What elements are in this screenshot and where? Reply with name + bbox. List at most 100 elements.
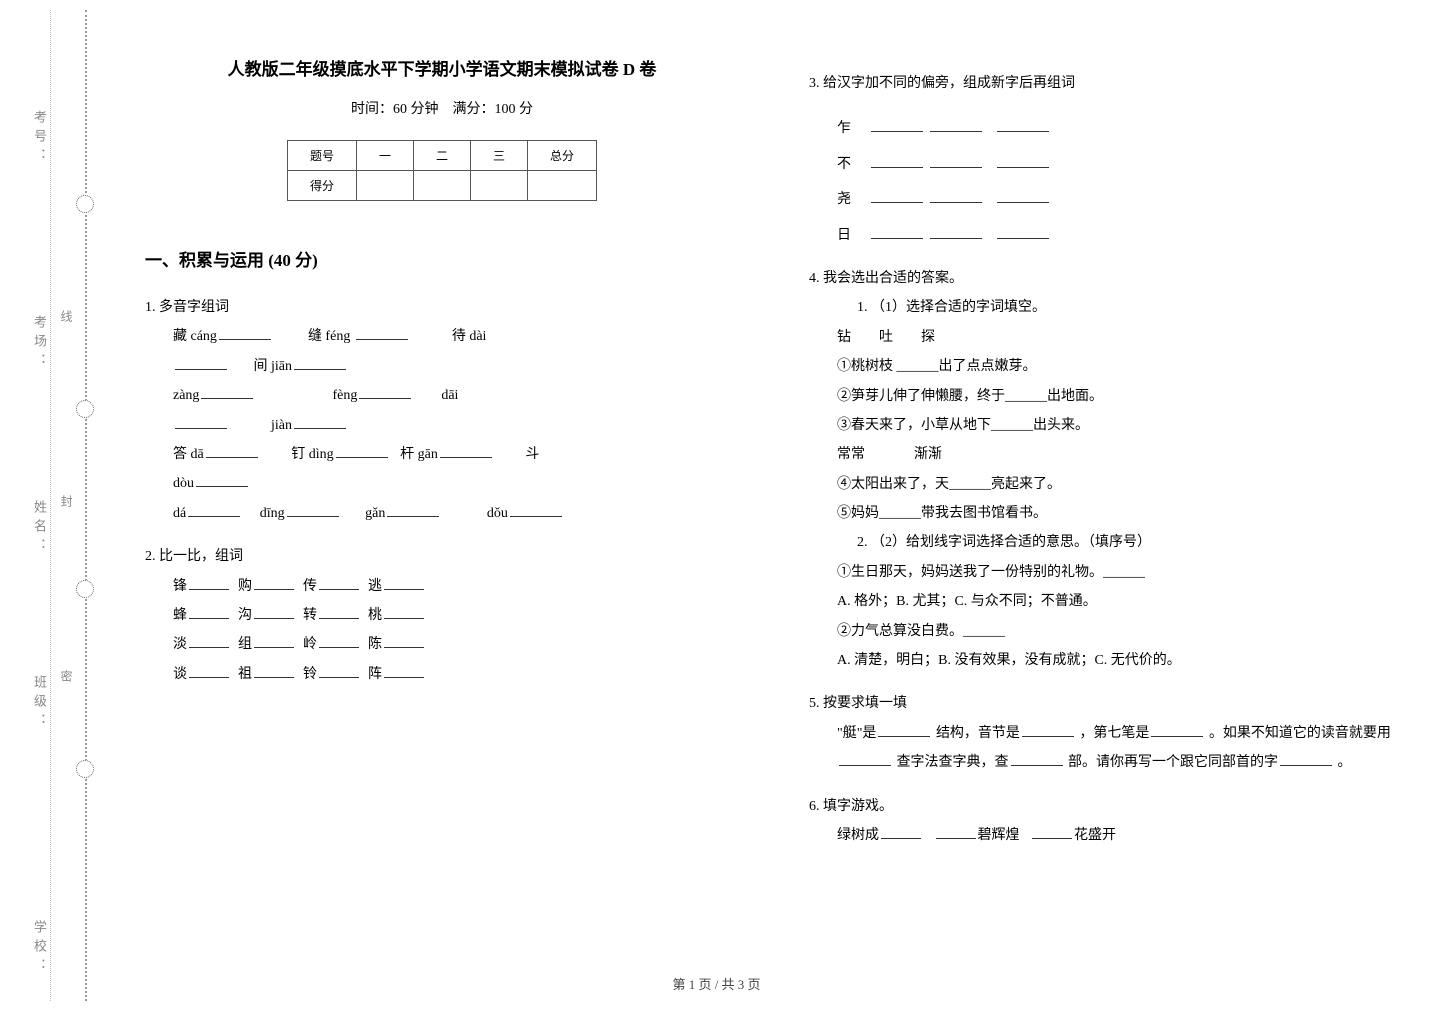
fill-blank [175, 415, 227, 429]
question-6: 6. 填字游戏。 绿树成 碧辉煌 花盛开 [809, 792, 1403, 851]
question-5: 5. 按要求填一填 "艇"是 结构，音节是 ，第七笔是 。如果不知道它的读音就要… [809, 689, 1403, 777]
binding-ring [76, 400, 94, 418]
page-body: 人教版二年级摸底水平下学期小学语文期末模拟试卷 D 卷 时间：60 分钟 满分：… [145, 55, 1403, 956]
fill-blank [319, 605, 359, 619]
q4-item: A. 格外；B. 尤其；C. 与众不同；不普通。 [837, 587, 1403, 616]
q2-stem: 2. 比一比，组词 [145, 542, 739, 571]
td-blank [471, 171, 528, 201]
q2-char: 逃 [368, 579, 382, 594]
right-column: 3. 给汉字加不同的偏旁，组成新字后再组词 乍 不 尧 日 [809, 55, 1403, 956]
question-2: 2. 比一比，组词 锋 购 传 逃 蜂 沟 转 桃 淡 组 [145, 542, 739, 689]
th-1: 一 [356, 141, 413, 171]
binding-label-school: 学校： [30, 920, 49, 977]
th-total: 总分 [528, 141, 597, 171]
fill-blank [1151, 723, 1203, 737]
binding-ring [76, 195, 94, 213]
q1-line: dòu [173, 469, 739, 498]
q2-body: 锋 购 传 逃 蜂 沟 转 桃 淡 组 岭 陈 [173, 572, 739, 690]
fill-blank [384, 605, 424, 619]
q4-bank1: 钻 吐 探 [837, 323, 1403, 352]
q2-char: 阵 [368, 667, 382, 682]
fill-blank [294, 415, 346, 429]
q1-line: dá dīng gǎn dǒu [173, 499, 739, 528]
q1-line: jiàn [173, 411, 739, 440]
td-blank [413, 171, 470, 201]
fill-blank [319, 634, 359, 648]
left-column: 人教版二年级摸底水平下学期小学语文期末模拟试卷 D 卷 时间：60 分钟 满分：… [145, 55, 739, 956]
q1-item: dá [173, 506, 186, 521]
fill-blank [997, 189, 1049, 203]
fill-blank [356, 326, 408, 340]
q4-bank2: 常常 渐渐 [837, 440, 1403, 469]
q3-line: 尧 [837, 185, 1403, 214]
q2-char: 传 [303, 579, 317, 594]
q4-stem: 4. 我会选出合适的答案。 [809, 264, 1403, 293]
q4-item: ①桃树枝 ______出了点点嫩芽。 [837, 352, 1403, 381]
binding-label-room: 考场： [30, 315, 49, 372]
q6-body: 绿树成 碧辉煌 花盛开 [837, 821, 1403, 850]
q4-item: A. 清楚，明白；B. 没有效果，没有成就；C. 无代价的。 [837, 646, 1403, 675]
binding-label-name: 姓名： [30, 500, 49, 557]
q2-char: 转 [303, 608, 317, 623]
q1-item: zàng [173, 388, 199, 403]
q6-part: 花盛开 [1074, 828, 1116, 843]
q1-item: 答 dā [173, 447, 204, 462]
q1-body: 藏 cáng 缝 féng 待 dài 间 jiān zàng [173, 322, 739, 528]
q1-item: 藏 cáng [173, 329, 217, 344]
fill-blank [201, 385, 253, 399]
td-score-label: 得分 [287, 171, 356, 201]
q1-stem: 1. 多音字组词 [145, 293, 739, 322]
q4-part1-label: 1. （1）选择合适的字词填空。 [857, 293, 1403, 322]
q3-stem: 3. 给汉字加不同的偏旁，组成新字后再组词 [809, 69, 1403, 98]
binding-label-class: 班级： [30, 675, 49, 732]
fill-blank [254, 664, 294, 678]
binding-word: 密 [58, 670, 75, 686]
binding-ring [76, 580, 94, 598]
binding-dotted-inner [50, 10, 51, 1001]
q1-item: 间 jiān [254, 359, 293, 374]
fill-blank [440, 444, 492, 458]
fill-blank [930, 189, 982, 203]
fill-blank [384, 634, 424, 648]
fill-blank [384, 576, 424, 590]
fill-blank [871, 118, 923, 132]
binding-ring [76, 760, 94, 778]
fill-blank [871, 189, 923, 203]
binding-word: 封 [58, 495, 75, 511]
fill-blank [997, 118, 1049, 132]
table-row: 题号 一 二 三 总分 [287, 141, 596, 171]
question-1: 1. 多音字组词 藏 cáng 缝 féng 待 dài 间 jiān [145, 293, 739, 528]
fill-blank [930, 225, 982, 239]
q3-char: 日 [837, 228, 851, 243]
fill-blank [387, 503, 439, 517]
q3-line: 日 [837, 221, 1403, 250]
q5-text: 查字法查字典，查 [897, 755, 1009, 770]
fill-blank [930, 154, 982, 168]
q5-text: ，第七笔是 [1079, 726, 1149, 741]
q2-char: 谈 [173, 667, 187, 682]
q4-part1-body: 钻 吐 探 ①桃树枝 ______出了点点嫩芽。 ②笋芽儿伸了伸懒腰，终于___… [837, 323, 1403, 529]
q3-char: 不 [837, 157, 851, 172]
q3-char: 尧 [837, 192, 851, 207]
td-blank [528, 171, 597, 201]
score-label: 满分：100 分 [453, 102, 534, 117]
fill-blank [997, 225, 1049, 239]
section-1-heading: 一、积累与运用 (40 分) [145, 246, 739, 271]
q1-line: 答 dā 钉 dìng 杆 gān 斗 [173, 440, 739, 469]
fill-blank [1022, 723, 1074, 737]
q2-char: 桃 [368, 608, 382, 623]
fill-blank [175, 356, 227, 370]
page-footer: 第 1 页 / 共 3 页 [0, 974, 1433, 993]
fill-blank [319, 576, 359, 590]
q4-item: ③春天来了，小草从地下______出头来。 [837, 411, 1403, 440]
q2-char: 祖 [238, 667, 252, 682]
fill-blank [319, 664, 359, 678]
q4-item: ⑤妈妈______带我去图书馆看书。 [837, 499, 1403, 528]
q5-stem: 5. 按要求填一填 [809, 689, 1403, 718]
q2-row: 蜂 沟 转 桃 [173, 601, 739, 630]
q2-char: 购 [238, 579, 252, 594]
fill-blank [359, 385, 411, 399]
binding-label-examno: 考号： [30, 110, 49, 167]
fill-blank [1011, 752, 1063, 766]
q3-char: 乍 [837, 121, 851, 136]
